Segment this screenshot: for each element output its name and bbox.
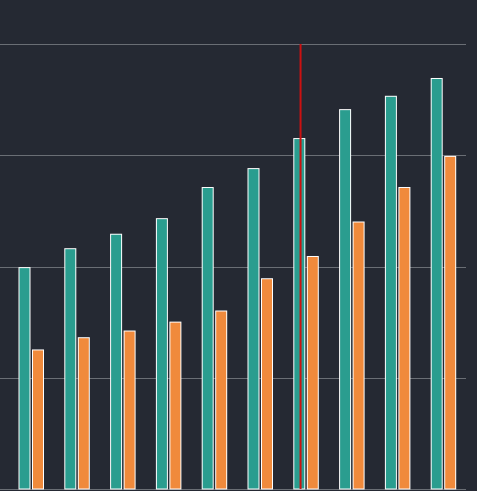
bar-series2-6: [261, 278, 273, 490]
bar-series1-4: [155, 218, 168, 490]
bar-series2-7: [306, 255, 319, 490]
bar-series2-2: [77, 337, 90, 490]
bar-series1-10: [430, 77, 443, 490]
bar-series2-5: [215, 310, 228, 490]
bar-series2-4: [169, 321, 182, 490]
bar-series1-5: [201, 187, 214, 490]
bar-series1-9: [384, 95, 397, 490]
bar-series2-8: [352, 221, 365, 490]
bar-series1-2: [64, 248, 77, 490]
bar-series2-3: [123, 330, 136, 490]
bar-series2-1: [32, 349, 44, 490]
bar-series1-6: [247, 168, 260, 490]
bar-series1-7: [293, 138, 306, 490]
bar-series1-3: [110, 233, 123, 490]
bar-series1-8: [339, 109, 352, 490]
bar-series1-1: [18, 267, 31, 490]
bar-series2-10: [444, 155, 457, 490]
bar-series2-9: [398, 187, 411, 490]
